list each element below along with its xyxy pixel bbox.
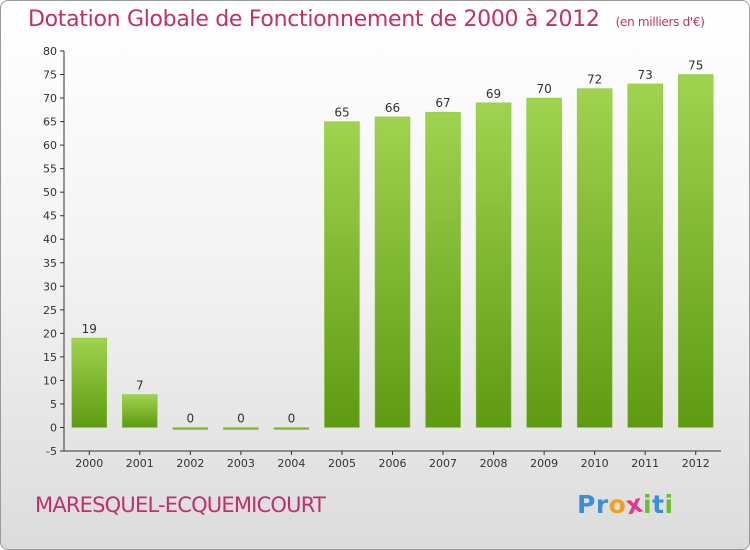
bar (576, 88, 613, 428)
bar (172, 427, 209, 430)
data-label: 73 (638, 68, 653, 82)
data-label: 70 (536, 82, 551, 96)
y-tick-label: -5 (46, 445, 57, 458)
y-tick-label: 75 (43, 69, 57, 82)
y-tick-label: 10 (43, 374, 57, 387)
data-label: 7 (136, 379, 144, 393)
x-axis: 2000 2001 2002 2003 2004 2005 2006 2007 2008 2009… (64, 450, 721, 470)
bar (374, 116, 411, 428)
y-tick-label: 65 (43, 116, 57, 129)
y-tick-label: 30 (43, 280, 57, 293)
y-tick-label: 35 (43, 257, 57, 270)
y-tick-label: 5 (50, 398, 57, 411)
x-tick-label: 2000 (75, 457, 103, 470)
data-label: 0 (187, 411, 195, 425)
logo-letter: i (643, 490, 653, 519)
x-tick-label: 2006 (379, 457, 407, 470)
data-label: 19 (82, 322, 97, 336)
bar-series (71, 74, 714, 430)
x-tick-label: 2005 (328, 457, 356, 470)
x-tick-label: 2002 (176, 457, 204, 470)
data-label: 75 (688, 59, 703, 73)
x-tick-label: 2008 (480, 457, 508, 470)
y-tick-label: 50 (43, 186, 57, 199)
logo-letter: P (577, 490, 596, 519)
logo-letter: r (595, 490, 609, 519)
bar (223, 427, 259, 430)
bar (273, 427, 310, 430)
x-tick-label: 2009 (530, 457, 558, 470)
bar (122, 394, 158, 428)
bar (71, 337, 108, 428)
data-label: 69 (486, 87, 501, 101)
data-label: 72 (587, 73, 602, 87)
x-tick-label: 2011 (631, 457, 659, 470)
y-tick-label: 55 (43, 163, 57, 176)
logo-letter: t (652, 490, 665, 519)
chart-title-text: Dotation Globale de Fonctionnement de 20… (28, 7, 600, 32)
x-tick-label: 2010 (581, 457, 609, 470)
data-label: 0 (288, 411, 296, 425)
x-tick-label: 2012 (682, 457, 710, 470)
x-tick-label: 2007 (429, 457, 457, 470)
bar (425, 111, 461, 428)
y-tick-label: 70 (43, 92, 57, 105)
bar (627, 83, 663, 428)
data-label: 66 (385, 101, 400, 115)
y-tick-label: 45 (43, 210, 57, 223)
commune-name: MARESQUEL-ECQUEMICOURT (35, 493, 326, 517)
bar (324, 121, 360, 428)
bar (526, 97, 562, 428)
y-tick-label: 15 (43, 351, 57, 364)
proxiti-logo: Proxiti (577, 489, 674, 521)
y-tick-label: 25 (43, 304, 57, 317)
y-tick-label: 0 (50, 421, 57, 434)
chart-subtitle: (en milliers d'€) (615, 15, 705, 29)
y-tick-label: 40 (43, 233, 57, 246)
y-tick-label: 80 (43, 45, 57, 58)
x-tick-label: 2004 (277, 457, 305, 470)
data-label: 65 (334, 106, 349, 120)
y-tick-label: 60 (43, 139, 57, 152)
bar (677, 74, 714, 428)
y-axis: -5 0 5 10 15 20 25 30 35 40 45 50 55 60 65 70 75 80 (43, 45, 65, 458)
x-tick-label: 2001 (126, 457, 154, 470)
y-tick-label: 20 (43, 327, 57, 340)
logo-letter: i (664, 490, 674, 519)
data-label: 0 (237, 411, 245, 425)
x-tick-label: 2003 (227, 457, 255, 470)
logo-letter: o (608, 490, 627, 519)
data-label: 67 (435, 96, 450, 110)
chart-title: Dotation Globale de Fonctionnement de 20… (28, 7, 705, 32)
bar (475, 102, 512, 428)
